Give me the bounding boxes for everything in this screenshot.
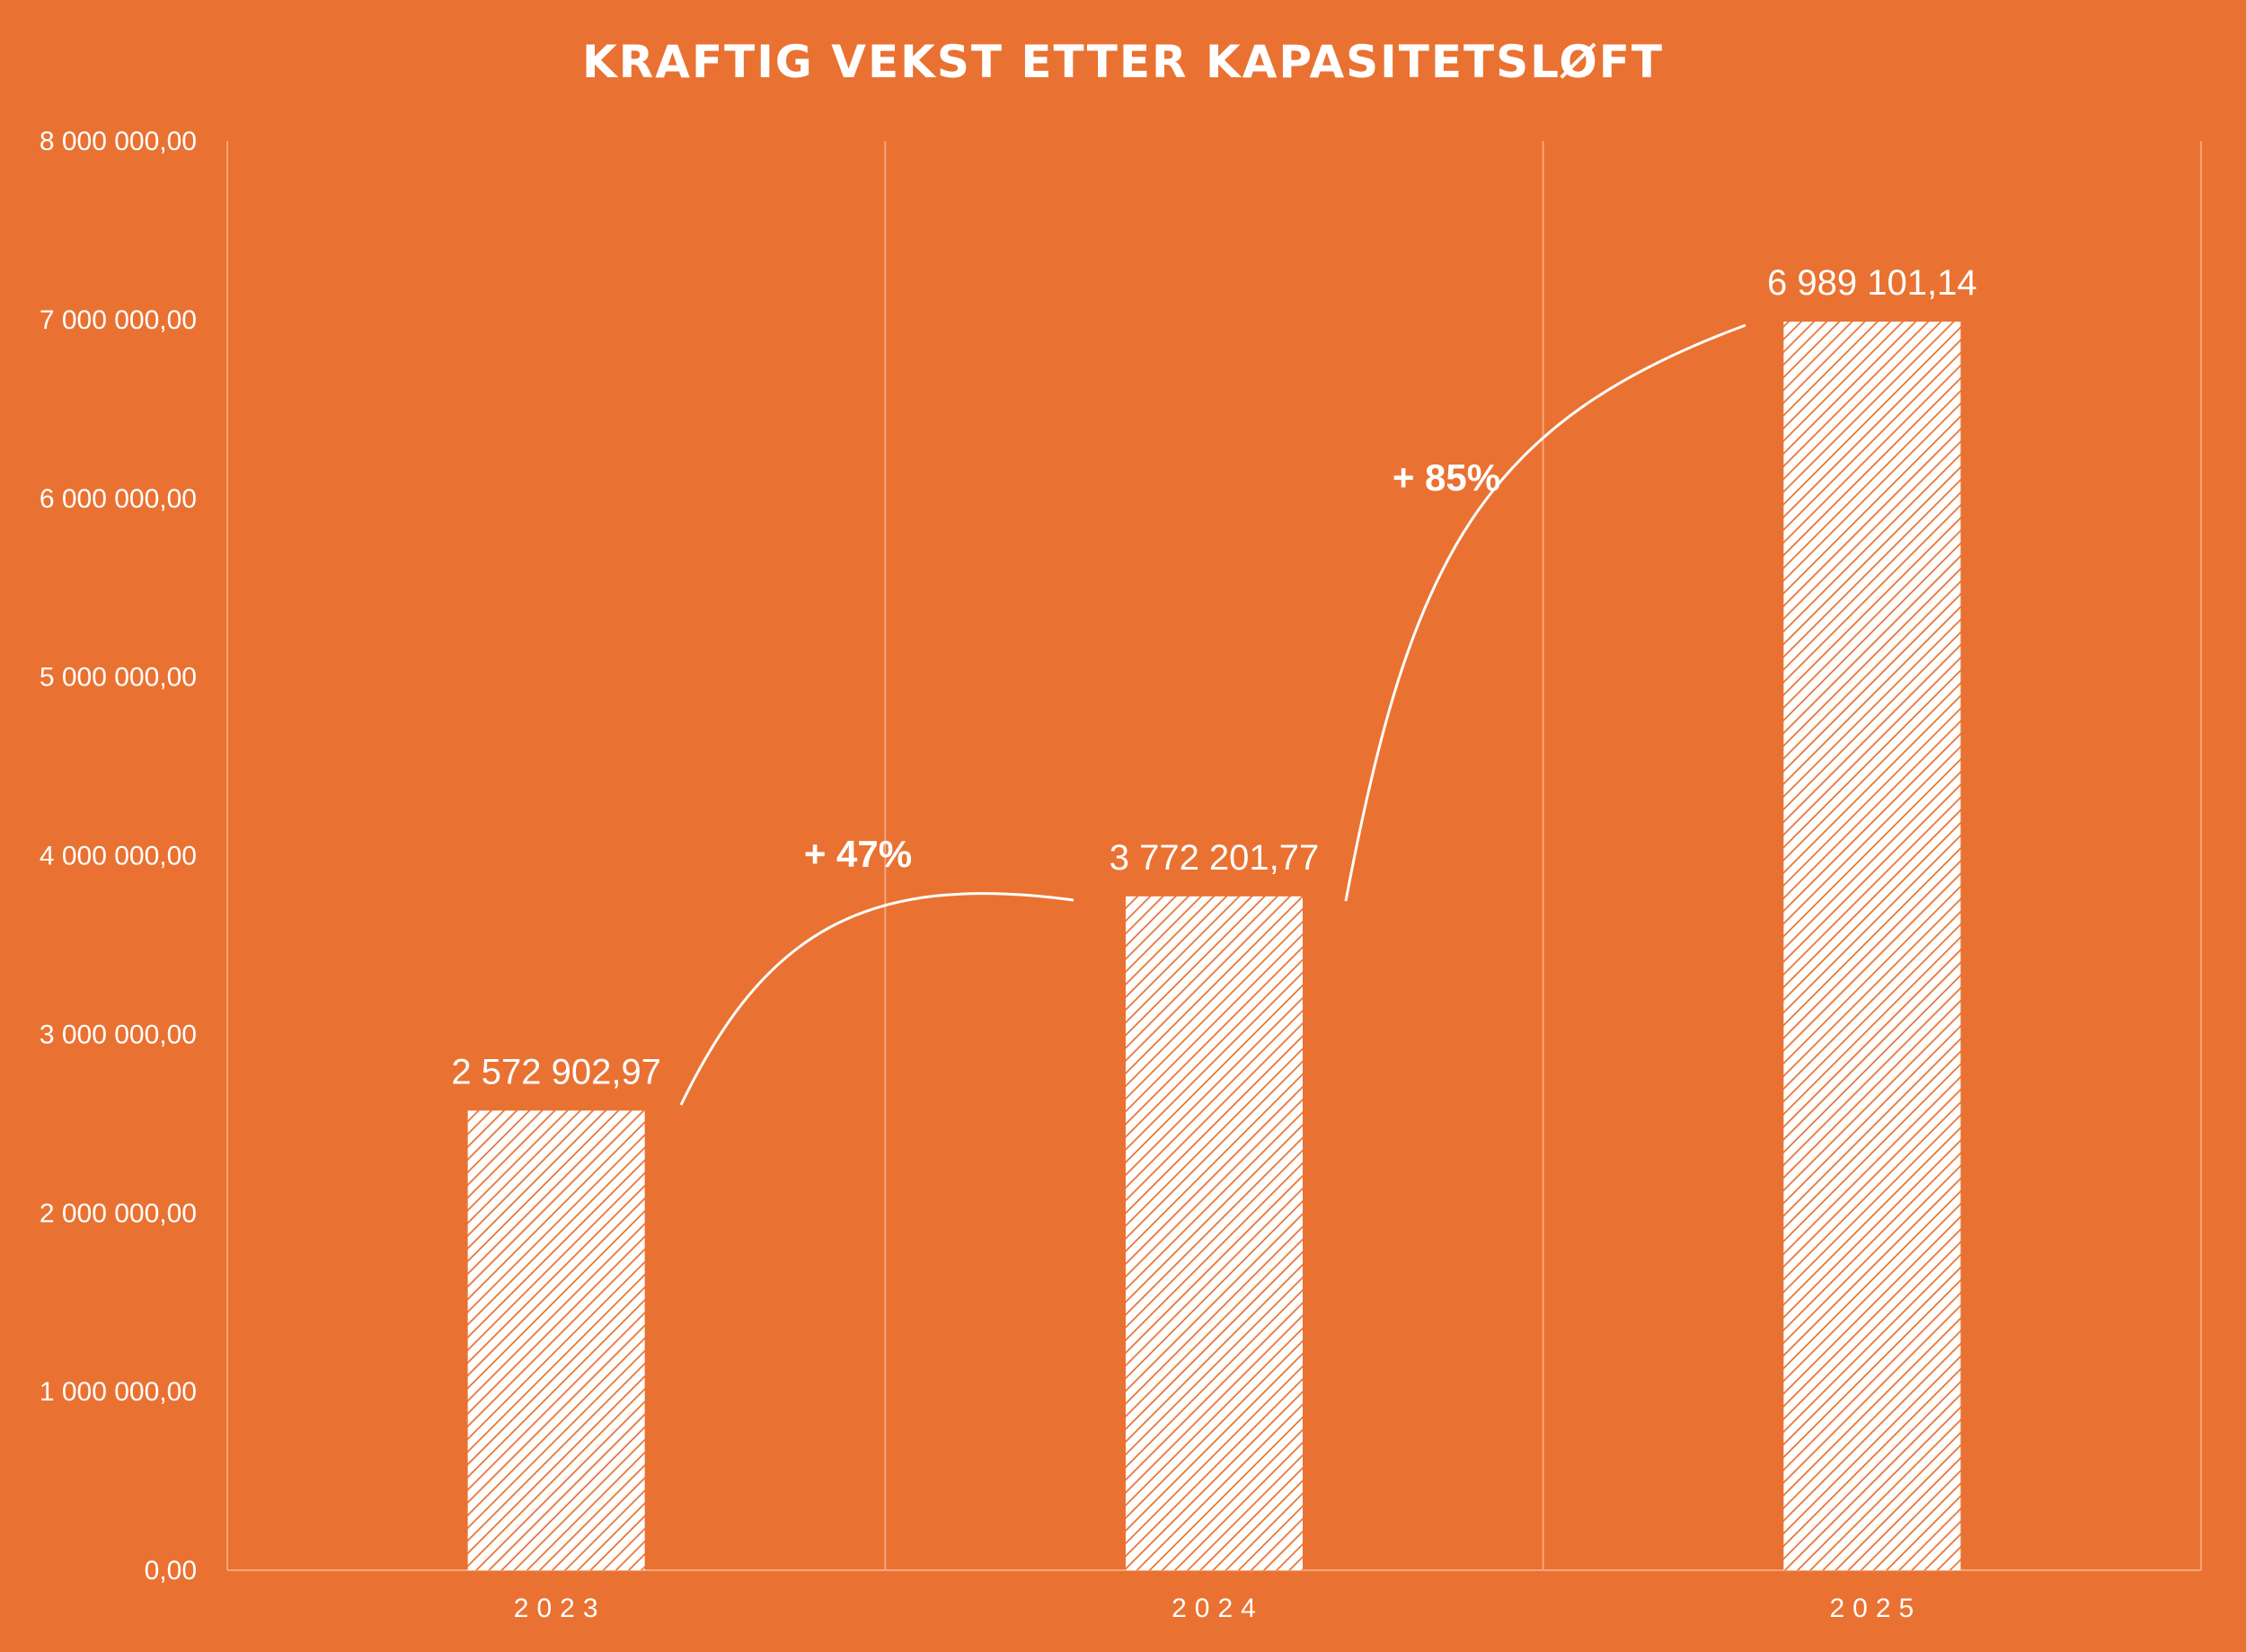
growth-label: + 85%: [1393, 456, 1500, 499]
bar-2024: [1126, 896, 1303, 1570]
bar-2025: [1783, 322, 1961, 1571]
y-tick-label: 0,00: [145, 1556, 197, 1586]
x-tick-label: 2025: [1829, 1594, 1922, 1623]
x-tick-label: 2023: [514, 1594, 606, 1623]
data-label: 3 772 201,77: [1110, 838, 1320, 878]
data-label: 2 572 902,97: [451, 1052, 661, 1091]
x-tick-label: 2024: [1172, 1594, 1264, 1623]
bar-2023: [467, 1110, 645, 1570]
y-tick-label: 1 000 000,00: [40, 1377, 197, 1407]
y-tick-label: 4 000 000,00: [40, 842, 197, 871]
y-tick-label: 6 000 000,00: [40, 484, 197, 514]
y-tick-label: 8 000 000,00: [40, 127, 197, 156]
y-tick-label: 5 000 000,00: [40, 663, 197, 693]
y-axis-ticks: 0,00 1 000 000,00 2 000 000,00 3 000 000,00…: [40, 127, 197, 1586]
growth-annotations: + 47% + 85%: [679, 323, 1746, 1106]
chart-title: KRAFTIG VEKST ETTER KAPASITETSLØFT: [582, 36, 1664, 88]
growth-arrow: [679, 892, 1074, 1106]
y-tick-label: 2 000 000,00: [40, 1198, 197, 1228]
growth-arrow: [1344, 323, 1746, 902]
x-axis-ticks: 2023 2024 2025: [514, 1594, 1922, 1623]
bars: 2 572 902,97 3 772 201,77 6 989 101,14: [451, 263, 1977, 1571]
data-label: 6 989 101,14: [1767, 263, 1977, 303]
growth-label: + 47%: [804, 833, 912, 875]
y-tick-label: 3 000 000,00: [40, 1020, 197, 1049]
y-tick-label: 7 000 000,00: [40, 305, 197, 335]
